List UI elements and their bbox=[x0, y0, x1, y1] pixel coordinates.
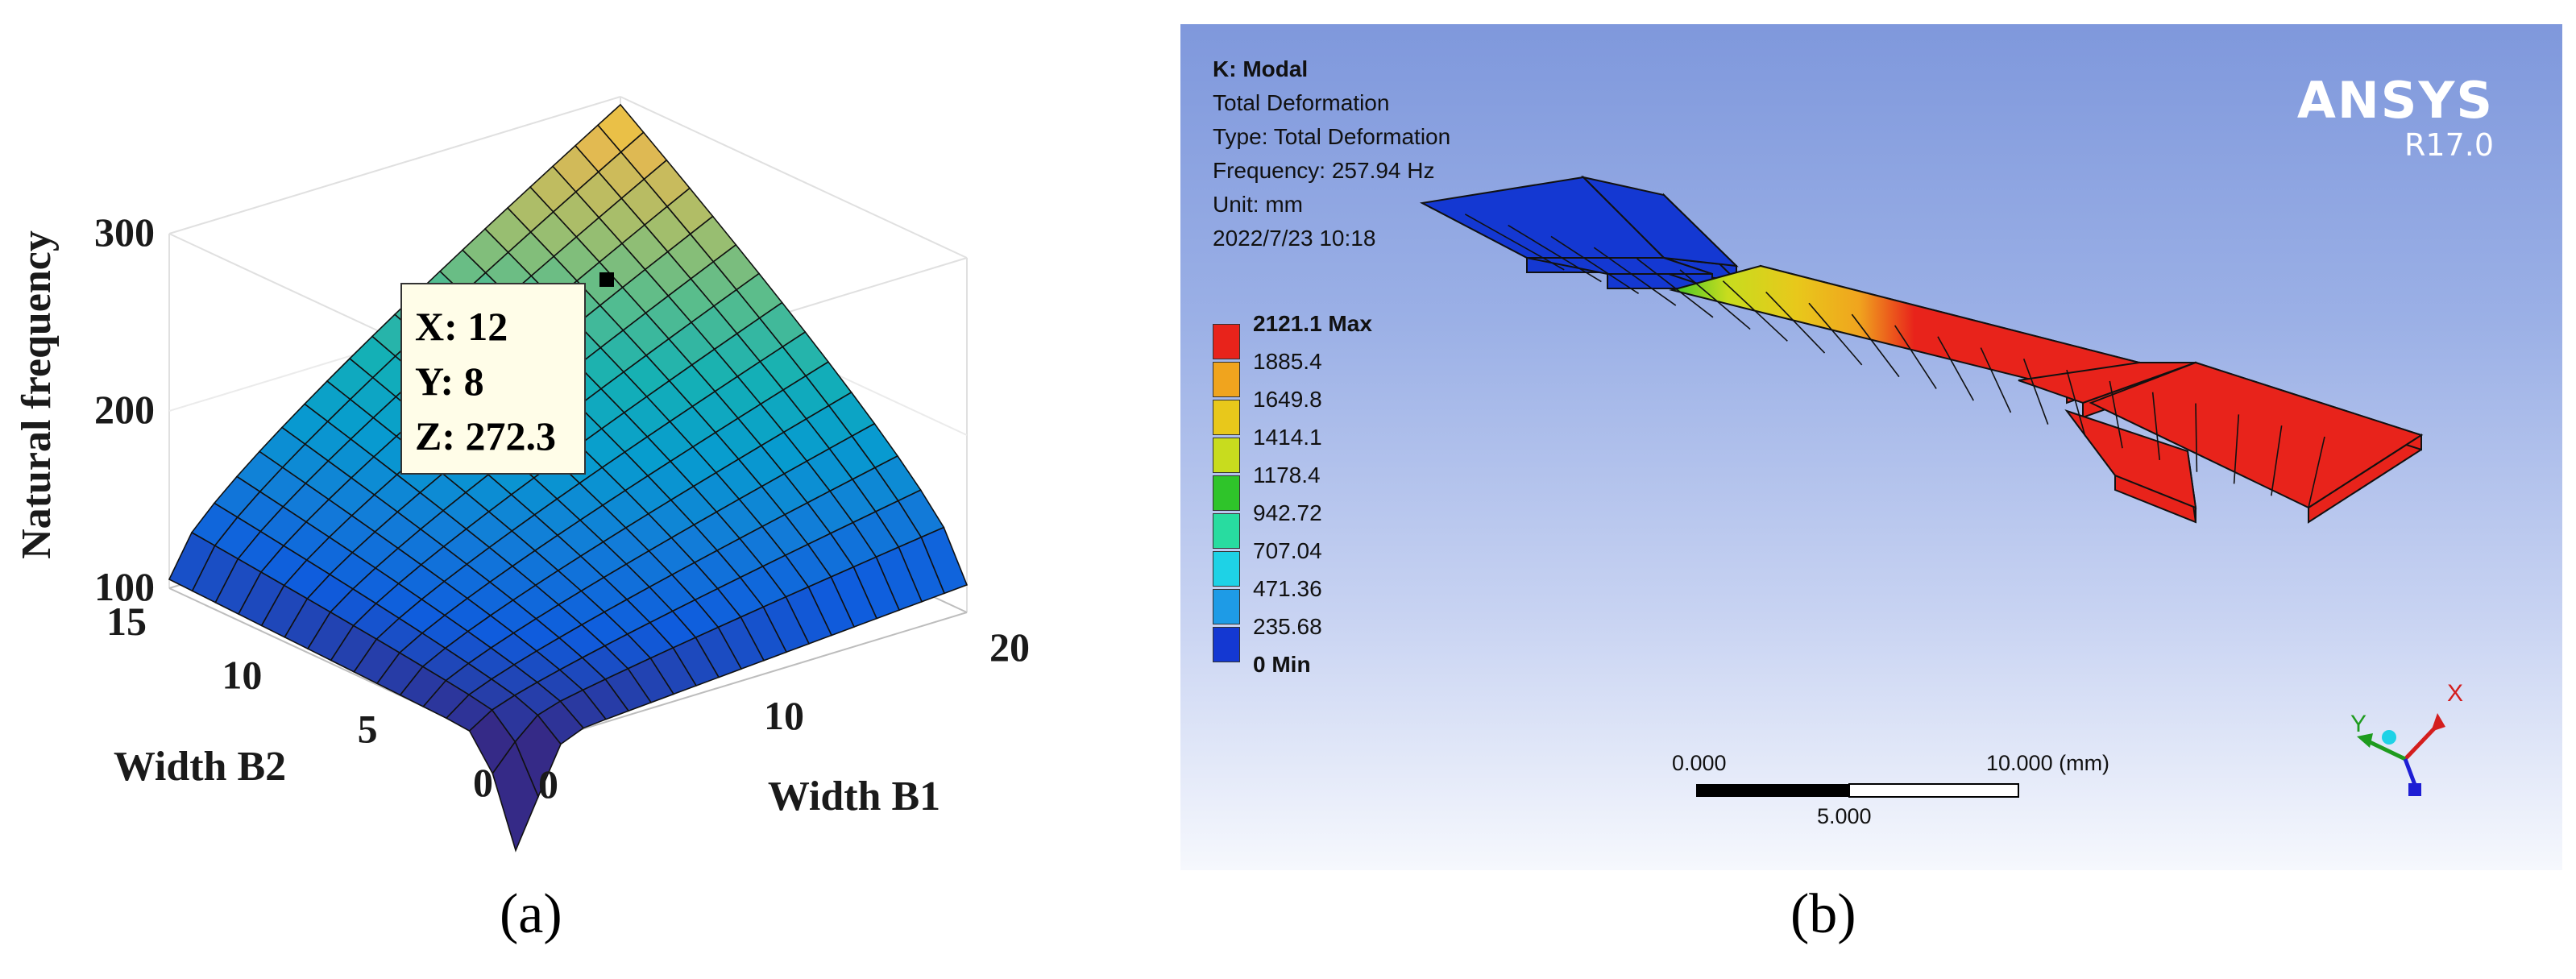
legend-entry: 235.68 bbox=[1213, 614, 1422, 662]
mesh-line bbox=[1851, 313, 1900, 378]
caption-a: (a) bbox=[500, 883, 562, 945]
y-tick-label: 15 bbox=[106, 599, 147, 644]
legend-value: 235.68 bbox=[1253, 614, 1322, 639]
legend-value: 707.04 bbox=[1253, 538, 1322, 563]
y-tick-label: 0 bbox=[473, 760, 493, 805]
z-tick-label: 200 bbox=[94, 387, 155, 432]
legend-entry: 1178.4 bbox=[1213, 463, 1422, 511]
mesh-line bbox=[1937, 336, 1974, 401]
x-tick-label: 0 bbox=[538, 761, 558, 807]
mesh-line bbox=[2066, 369, 2086, 437]
mesh-line bbox=[1722, 280, 1788, 342]
legend-swatch bbox=[1213, 400, 1240, 435]
result-date: 2022/7/23 10:18 bbox=[1213, 226, 1376, 251]
datatip-z: Z: 272.3 bbox=[415, 413, 556, 458]
coordinate-triad: X Y bbox=[2350, 680, 2463, 796]
ansys-version: R17.0 bbox=[2404, 127, 2494, 163]
legend-entry: 2121.1 Max bbox=[1213, 311, 1422, 359]
ansys-logo: ANSYS bbox=[2296, 71, 2494, 130]
x-tick-label: 10 bbox=[764, 693, 804, 738]
z-tick-label: 300 bbox=[94, 209, 155, 255]
mesh-line bbox=[1765, 291, 1826, 354]
mesh-line bbox=[2151, 392, 2161, 461]
mesh-line bbox=[1593, 247, 1677, 306]
axis-ticks: 100 200 300 0 5 10 15 0 10 20 bbox=[94, 209, 1030, 807]
x-axis-label: Width B1 bbox=[768, 774, 940, 819]
legend-value: 471.36 bbox=[1253, 576, 1322, 601]
scale-mid-label: 5.000 bbox=[1817, 804, 1872, 828]
mesh-line bbox=[1508, 224, 1602, 283]
legend-entry: 0 Min bbox=[1213, 652, 1422, 700]
legend-swatch bbox=[1213, 627, 1240, 662]
surface-mesh bbox=[168, 103, 969, 852]
legend-entry: 1885.4 bbox=[1213, 349, 1422, 397]
datatip-marker[interactable] bbox=[599, 272, 614, 287]
legend-value: 0 Min bbox=[1253, 652, 1311, 677]
datatip-x: X: 12 bbox=[415, 304, 508, 349]
legend-entry: 471.36 bbox=[1213, 576, 1422, 624]
mesh-line bbox=[1894, 325, 1937, 389]
mesh-line bbox=[2233, 414, 2240, 484]
deformed-part bbox=[1419, 175, 2424, 524]
legend-value: 2121.1 Max bbox=[1253, 311, 1372, 336]
legend-value: 1649.8 bbox=[1253, 387, 1322, 412]
result-frequency: Frequency: 257.94 Hz bbox=[1213, 158, 1435, 183]
legend-swatch bbox=[1213, 324, 1240, 359]
y-tick-label: 5 bbox=[358, 706, 378, 751]
y-tick-label: 10 bbox=[222, 653, 262, 698]
plate-top bbox=[1669, 264, 2143, 390]
z-tick-label: 100 bbox=[94, 564, 155, 609]
legend-entry: 1414.1 bbox=[1213, 425, 1422, 473]
legend-swatch bbox=[1213, 551, 1240, 587]
surface-plot: 100 200 300 0 5 10 15 0 10 20 Natural frequency W… bbox=[14, 96, 1030, 852]
plate-top bbox=[2089, 361, 2424, 509]
mesh-line bbox=[1808, 302, 1863, 366]
analysis-title: K: Modal bbox=[1213, 56, 1309, 81]
surface-plot-panel: 100 200 300 0 5 10 15 0 10 20 Natural frequency W… bbox=[0, 0, 1128, 886]
result-name: Total Deformation bbox=[1213, 90, 1390, 115]
legend-swatch bbox=[1213, 475, 1240, 511]
mesh-line bbox=[2308, 436, 2325, 508]
legend-value: 1178.4 bbox=[1253, 463, 1321, 487]
scale-bar bbox=[1696, 783, 2019, 798]
result-type: Type: Total Deformation bbox=[1213, 124, 1451, 149]
ansys-result-panel: K: Modal Total Deformation Type: Total D… bbox=[1180, 24, 2562, 870]
mesh-line bbox=[2271, 425, 2283, 496]
deformed-model: X Y bbox=[1419, 175, 2463, 798]
legend-value: 942.72 bbox=[1253, 500, 1322, 525]
scale-left-label: 0.000 bbox=[1672, 751, 1727, 775]
triad-y-label: Y bbox=[2350, 711, 2367, 737]
legend-entry: 707.04 bbox=[1213, 538, 1422, 587]
scale-right-label: 10.000 (mm) bbox=[1986, 751, 2110, 775]
surface-cell bbox=[492, 740, 539, 852]
legend-swatch bbox=[1213, 438, 1240, 473]
y-axis-label: Width B2 bbox=[114, 744, 286, 790]
datatip-box[interactable] bbox=[400, 283, 586, 475]
mesh-line bbox=[2109, 380, 2123, 449]
z-axis-label: Natural frequency bbox=[14, 230, 60, 559]
triad-x-label: X bbox=[2447, 680, 2463, 707]
caption-b: (b) bbox=[1790, 883, 1856, 945]
x-tick-label: 20 bbox=[989, 624, 1030, 670]
datatip-y: Y: 8 bbox=[415, 359, 484, 404]
mesh-line bbox=[1679, 269, 1751, 330]
legend-entry: 1649.8 bbox=[1213, 387, 1422, 435]
mesh-line bbox=[1550, 235, 1640, 294]
legend-value: 1414.1 bbox=[1253, 425, 1322, 450]
mesh-line bbox=[1980, 347, 2012, 413]
mesh-line bbox=[2022, 359, 2049, 425]
legend-swatch bbox=[1213, 589, 1240, 624]
legend-entry: 942.72 bbox=[1213, 500, 1422, 549]
result-unit: Unit: mm bbox=[1213, 192, 1303, 217]
mesh-line bbox=[1421, 202, 1528, 259]
legend-swatch bbox=[1213, 513, 1240, 549]
mesh-line bbox=[1464, 214, 1565, 271]
mesh-line bbox=[1636, 258, 1714, 318]
legend-swatch bbox=[1213, 362, 1240, 397]
plate-top bbox=[2064, 409, 2197, 509]
legend-value: 1885.4 bbox=[1253, 349, 1322, 374]
